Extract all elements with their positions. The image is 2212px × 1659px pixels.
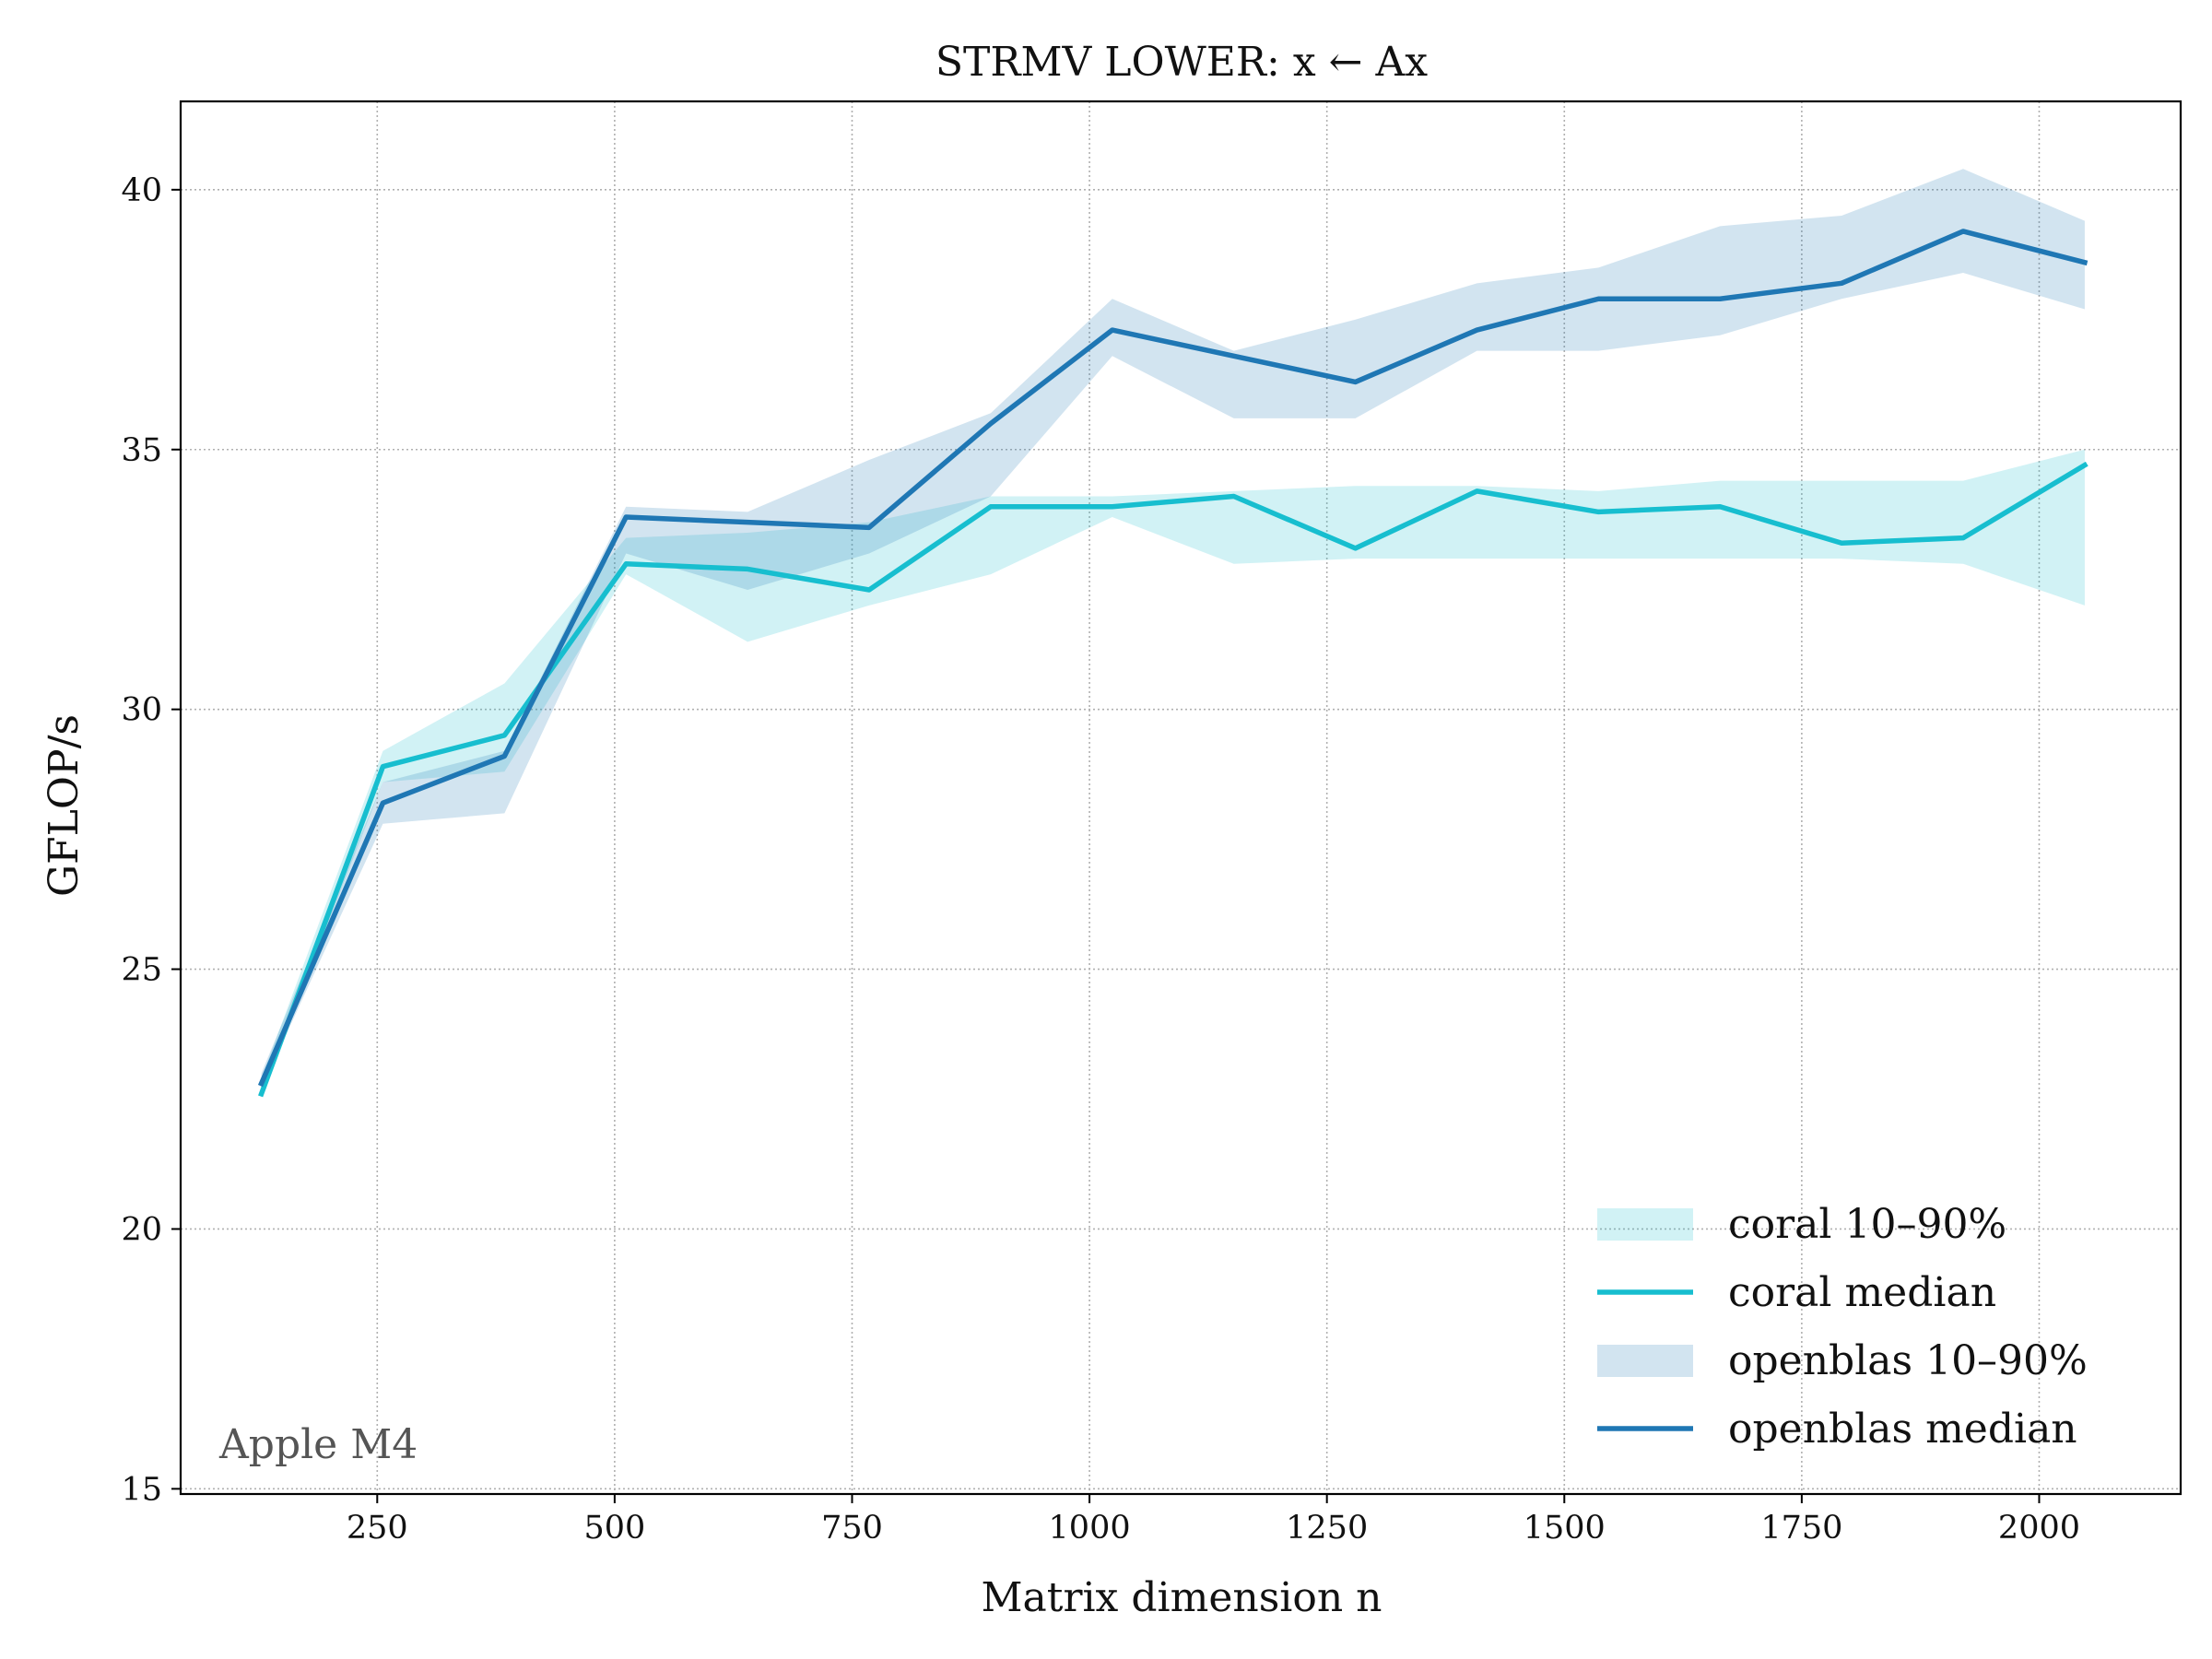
x-tick-label: 1000 xyxy=(1049,1510,1131,1547)
x-tick-label: 750 xyxy=(821,1510,883,1547)
legend-label: coral 10–90% xyxy=(1728,1201,2006,1248)
legend-swatch-band xyxy=(1597,1345,1693,1377)
legend-item: openblas median xyxy=(1597,1406,2077,1453)
band-coral xyxy=(261,449,2085,1094)
chart-title: STRMV LOWER: x ← Ax xyxy=(935,39,1428,86)
legend-item: coral median xyxy=(1597,1269,1996,1316)
legend-item: coral 10–90% xyxy=(1597,1201,2006,1248)
line-layer xyxy=(257,229,2088,1098)
x-tick-label: 250 xyxy=(347,1510,408,1547)
axis-ticks: 250 500 750 1000 1250 1500 1750 2000 15 20 25 30 35 4… xyxy=(121,172,2080,1547)
y-tick-label: 40 xyxy=(121,172,162,209)
legend-swatch-band xyxy=(1597,1208,1693,1241)
y-tick-label: 15 xyxy=(121,1471,162,1508)
plot-frame xyxy=(179,100,2183,1496)
legend-label: coral median xyxy=(1728,1269,1996,1316)
x-axis-label: Matrix dimension n xyxy=(981,1574,1382,1621)
y-tick-label: 25 xyxy=(121,952,162,989)
band-layer xyxy=(261,169,2085,1094)
x-tick-label: 500 xyxy=(583,1510,645,1547)
legend-label: openblas median xyxy=(1728,1406,2077,1453)
y-tick-label: 30 xyxy=(121,692,162,729)
legend: coral 10–90% coral median openblas 10–90% o… xyxy=(1597,1201,2088,1453)
line-openblas-median xyxy=(257,229,2088,1088)
y-axis-label: GFLOP/s xyxy=(41,714,88,897)
legend-label: openblas 10–90% xyxy=(1728,1337,2088,1384)
line-coral-median xyxy=(258,461,2088,1098)
device-annotation: Apple M4 xyxy=(218,1421,418,1468)
x-tick-label: 2000 xyxy=(1998,1510,2080,1547)
band-openblas xyxy=(261,169,2085,1089)
x-tick-label: 1750 xyxy=(1760,1510,1842,1547)
y-tick-label: 20 xyxy=(121,1211,162,1248)
grid xyxy=(181,101,2181,1494)
x-tick-label: 1500 xyxy=(1524,1510,1606,1547)
x-tick-label: 1250 xyxy=(1286,1510,1368,1547)
legend-item: openblas 10–90% xyxy=(1597,1337,2088,1384)
y-tick-label: 35 xyxy=(121,432,162,469)
